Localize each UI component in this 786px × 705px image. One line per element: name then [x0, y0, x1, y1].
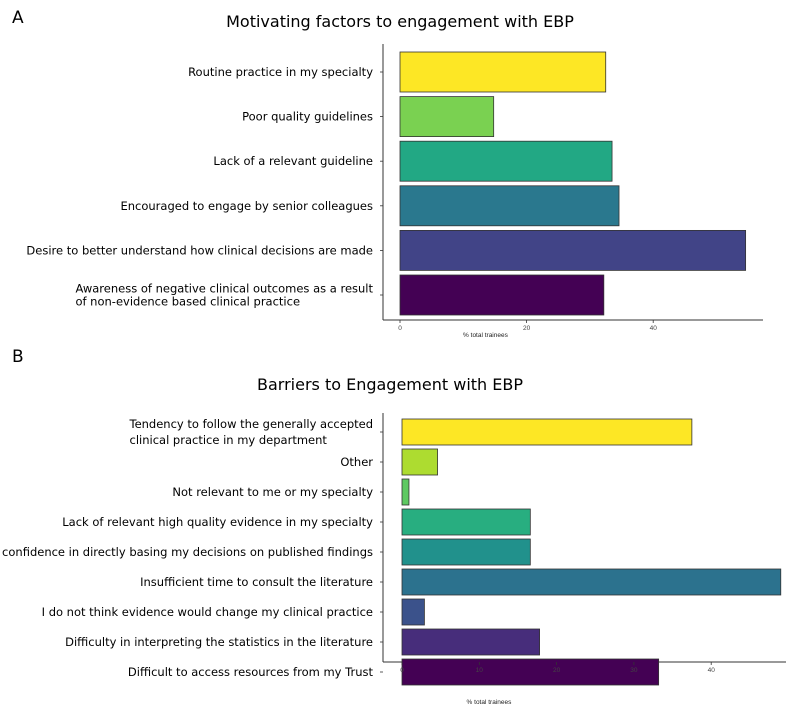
panel-b-category-label: clinical practice in my department — [130, 433, 328, 447]
panel-b-category-label: Lack of relevant high quality evidence i… — [62, 515, 373, 529]
panel-b-bar — [401, 658, 660, 686]
panel-b-x-tick-label: 30 — [630, 667, 638, 674]
panel-a-bar — [399, 229, 747, 271]
panel-a-bar — [399, 96, 495, 137]
panel-b-x-tick-label: 40 — [708, 667, 716, 674]
panel-a-x-tick-label: 20 — [523, 325, 531, 332]
panel-b-x-tick-label: 20 — [553, 667, 561, 674]
panel-a-letter: A — [12, 8, 24, 28]
panel-b-bar — [401, 568, 782, 596]
panel-b-bar — [401, 418, 693, 446]
panel-a-bar — [399, 185, 620, 227]
panel-a-category-label: Routine practice in my specialty — [188, 65, 373, 79]
panel-a-x-tick-label: 40 — [650, 325, 658, 332]
panel-b-category-label: Insufficient time to consult the literat… — [140, 575, 373, 589]
panel-b-bar — [401, 598, 425, 626]
panel-a-category-label: Desire to better understand how clinical… — [26, 243, 373, 257]
panel-a-category-label: Lack of a relevant guideline — [213, 154, 373, 168]
chart-motivating-factors: Motivating factors to engagement with EB… — [26, 12, 763, 339]
chart-barriers: Barriers to Engagement with EBP Tendency … — [2, 375, 786, 705]
panel-b-category-label: Difficult to access resources from my Tr… — [128, 665, 374, 679]
panel-b-x-tick-label: 0 — [400, 667, 404, 674]
panel-b-bar — [401, 478, 410, 506]
panel-b-category-label: confidence in directly basing my decisio… — [2, 545, 373, 559]
panel-b-category-label: I do not think evidence would change my … — [42, 605, 373, 619]
panel-a-x-axis-label: % total trainees — [463, 332, 509, 339]
panel-a-bar — [399, 140, 613, 182]
panel-b-bar — [401, 508, 531, 536]
panel-b-category-label: Not relevant to me or my specialty — [172, 485, 373, 499]
panel-b-x-tick-label: 10 — [476, 667, 484, 674]
panel-a-category-label: Encouraged to engage by senior colleague… — [120, 199, 373, 213]
panel-b-bar — [401, 538, 531, 566]
panel-b-letter: B — [12, 347, 24, 367]
panel-a-category-label: of non-evidence based clinical practice — [75, 295, 300, 309]
panel-b-category-label: Tendency to follow the generally accepte… — [129, 417, 374, 431]
panel-b-category-label: Other — [340, 455, 373, 469]
panel-a-bar — [399, 51, 607, 93]
panel-b-x-axis-label: % total trainees — [467, 699, 513, 705]
panel-b-title: Barriers to Engagement with EBP — [257, 375, 523, 394]
panel-a-category-label: Awareness of negative clinical outcomes … — [75, 282, 373, 296]
panel-a-title: Motivating factors to engagement with EB… — [226, 12, 574, 31]
panel-a-bar — [399, 274, 605, 316]
panel-a-category-label: Poor quality guidelines — [242, 110, 373, 124]
panel-a-x-tick-label: 0 — [398, 325, 402, 332]
panel-b-bar — [401, 628, 540, 656]
panel-b-bar — [401, 448, 438, 476]
panel-b-category-label: Difficulty in interpreting the statistic… — [65, 635, 373, 649]
